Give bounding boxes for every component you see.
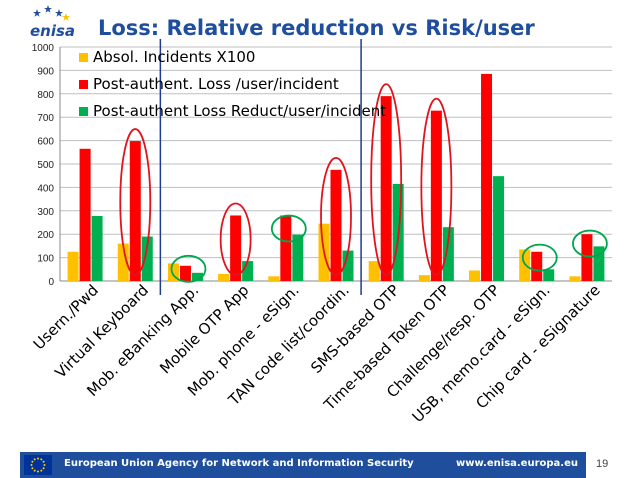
y-tick-label: 0 <box>48 277 54 288</box>
logo-text: enisa <box>30 22 75 40</box>
eu-flag-icon <box>24 455 52 475</box>
page-number: 19 <box>596 458 609 470</box>
y-tick-label: 800 <box>37 90 54 101</box>
y-tick-label: 200 <box>37 230 54 241</box>
bar-series-1 <box>469 270 481 281</box>
bar-series-3 <box>191 272 203 281</box>
x-tick-label: Mobile OTP App <box>156 281 252 377</box>
bar-series-2 <box>531 251 543 281</box>
legend-label-1: Absol. Incidents X100 <box>93 48 255 66</box>
bar-series-2 <box>230 215 242 281</box>
bar-series-3 <box>593 246 605 281</box>
legend-swatch-2 <box>79 80 88 89</box>
red-highlight-ellipse <box>320 156 352 276</box>
divider-lines <box>159 39 362 295</box>
bar-series-1 <box>368 261 380 281</box>
bar-series-3 <box>342 250 354 281</box>
enisa-logo: enisa <box>30 5 75 40</box>
bar-series-3 <box>442 227 454 281</box>
bar-series-2 <box>129 141 141 281</box>
legend-label-2: Post-authent. Loss /user/incident <box>93 75 339 93</box>
bar-series-2 <box>481 73 493 281</box>
bar-series-3 <box>91 215 103 281</box>
footer-bar: European Union Agency for Network and In… <box>20 452 586 478</box>
green-highlight-ellipse <box>170 254 207 283</box>
footer-agency-name: European Union Agency for Network and In… <box>64 458 414 469</box>
legend-swatch-1 <box>79 53 88 62</box>
slide-title: Loss: Relative reduction vs Risk/user <box>98 16 535 40</box>
green-highlight-ellipse <box>521 243 558 272</box>
bar-series-3 <box>242 261 254 281</box>
bar-series-3 <box>292 234 304 281</box>
red-highlight-ellipse <box>219 202 252 276</box>
bar-series-3 <box>141 236 153 281</box>
red-highlight-ellipse <box>420 97 453 276</box>
legend-swatch-3 <box>79 107 88 116</box>
y-tick-label: 300 <box>37 207 54 218</box>
bar-series-1 <box>418 275 430 281</box>
bar-series-1 <box>167 263 179 281</box>
bar-series-2 <box>380 96 392 281</box>
x-tick-label: Virtual Keyboard <box>51 281 152 382</box>
bar-series-2 <box>280 215 292 281</box>
bar-series-2 <box>179 265 191 281</box>
highlight-ellipses <box>119 83 608 283</box>
red-highlight-ellipse <box>119 128 152 276</box>
bar-series-2 <box>430 110 442 281</box>
y-tick-label: 400 <box>37 183 54 194</box>
y-tick-label: 500 <box>37 160 54 171</box>
legend-label-3: Post-authent Loss Reduct/user/incident <box>93 102 386 120</box>
bar-series-1 <box>569 276 581 281</box>
y-axis-ticks: 0 100 200 300 400 500 600 700 800 900 1000 <box>32 43 55 288</box>
green-highlight-ellipse <box>572 229 608 258</box>
bar-series-2 <box>79 148 91 281</box>
bar-series-3 <box>543 269 555 281</box>
bar-series-1 <box>268 276 280 281</box>
legend: Absol. Incidents X100 Post-authent. Loss … <box>79 48 386 120</box>
bar-series-1 <box>218 273 230 281</box>
bar-series-2 <box>581 234 593 281</box>
bar-series-3 <box>493 176 505 281</box>
y-tick-label: 600 <box>37 137 54 148</box>
bar-series-1 <box>117 243 129 281</box>
y-tick-label: 1000 <box>32 43 55 54</box>
x-tick-label: SMS-based OTP <box>307 281 403 377</box>
y-tick-label: 900 <box>37 66 54 77</box>
bar-series-1 <box>67 251 79 281</box>
bar-series-2 <box>330 169 342 281</box>
green-highlight-ellipse <box>270 214 307 243</box>
footer-website-link[interactable]: www.enisa.europa.eu <box>455 458 578 469</box>
y-tick-label: 100 <box>37 254 54 265</box>
bars <box>67 73 605 281</box>
red-highlight-ellipse <box>370 83 403 276</box>
y-tick-label: 700 <box>37 113 54 124</box>
